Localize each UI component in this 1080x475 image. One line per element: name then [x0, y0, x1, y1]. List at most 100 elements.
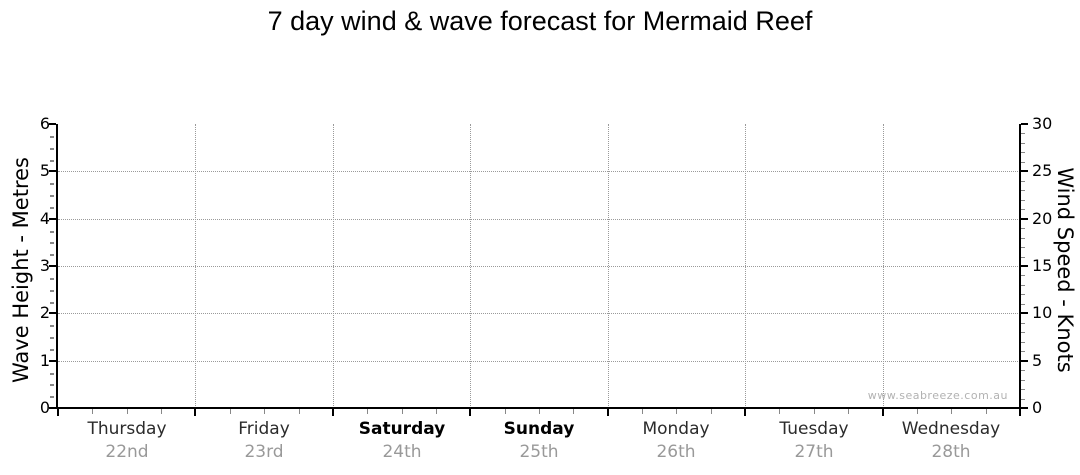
- right-minor-tick: [1021, 294, 1025, 295]
- right-tick-label: 10: [1032, 303, 1053, 322]
- left-minor-tick: [50, 195, 54, 197]
- left-tick-label: 6: [39, 114, 50, 133]
- x-minor-tick: [367, 409, 368, 414]
- right-axis-title: Wind Speed - Knots: [1053, 167, 1077, 373]
- left-minor-tick: [50, 325, 54, 327]
- day-date-label: 28th: [931, 442, 971, 462]
- right-minor-tick: [1021, 257, 1025, 258]
- left-tick-label: 0: [39, 398, 50, 417]
- x-minor-tick: [676, 409, 677, 414]
- right-major-tick: [1021, 123, 1028, 125]
- right-minor-tick: [1021, 162, 1025, 163]
- left-minor-tick: [50, 302, 54, 304]
- x-day-boundary-tick: [744, 409, 746, 416]
- x-minor-tick: [779, 409, 780, 414]
- x-minor-tick: [951, 409, 952, 414]
- left-major-tick: [49, 360, 56, 362]
- left-minor-tick: [50, 337, 54, 339]
- day-boundary-gridline: [333, 124, 334, 408]
- right-minor-tick: [1021, 389, 1025, 390]
- chart-title: 7 day wind & wave forecast for Mermaid R…: [267, 6, 813, 36]
- x-day-boundary-tick: [1019, 409, 1021, 416]
- right-tick-label: 30: [1032, 114, 1053, 133]
- right-minor-tick: [1021, 285, 1025, 286]
- left-tick-label: 5: [39, 161, 50, 180]
- left-axis-line: [56, 124, 58, 409]
- left-major-tick: [49, 312, 56, 314]
- right-minor-tick: [1021, 275, 1025, 276]
- right-tick-label: 5: [1032, 351, 1043, 370]
- right-minor-tick: [1021, 399, 1025, 400]
- day-name-label: Sunday: [503, 419, 575, 439]
- day-boundary-gridline: [745, 124, 746, 408]
- left-minor-tick: [50, 231, 54, 233]
- bottom-axis-line: [56, 407, 1021, 409]
- x-day-boundary-tick: [882, 409, 884, 416]
- left-major-tick: [49, 218, 56, 220]
- right-minor-tick: [1021, 133, 1025, 134]
- left-minor-tick: [50, 396, 54, 398]
- right-major-tick: [1021, 312, 1028, 314]
- right-major-tick: [1021, 170, 1028, 172]
- x-minor-tick: [642, 409, 643, 414]
- x-minor-tick: [264, 409, 265, 414]
- right-minor-tick: [1021, 380, 1025, 381]
- right-minor-tick: [1021, 247, 1025, 248]
- x-minor-tick: [573, 409, 574, 414]
- x-minor-tick: [539, 409, 540, 414]
- right-axis-line: [1019, 124, 1021, 409]
- right-major-tick: [1021, 407, 1028, 409]
- x-minor-tick: [986, 409, 987, 414]
- day-name-label: Friday: [238, 419, 290, 439]
- day-date-label: 22nd: [105, 442, 149, 462]
- x-day-boundary-tick: [469, 409, 471, 416]
- x-minor-tick: [436, 409, 437, 414]
- x-minor-tick: [299, 409, 300, 414]
- day-name-label: Tuesday: [779, 419, 849, 439]
- left-major-tick: [49, 170, 56, 172]
- x-day-boundary-tick: [194, 409, 196, 416]
- left-minor-tick: [50, 254, 54, 256]
- right-minor-tick: [1021, 332, 1025, 333]
- right-major-tick: [1021, 218, 1028, 220]
- left-minor-tick: [50, 207, 54, 209]
- day-name-label: Thursday: [87, 419, 167, 439]
- right-major-tick: [1021, 360, 1028, 362]
- h-gridline: [58, 219, 1020, 220]
- x-day-boundary-tick: [607, 409, 609, 416]
- left-tick-label: 1: [39, 351, 50, 370]
- left-minor-tick: [50, 136, 54, 138]
- right-minor-tick: [1021, 209, 1025, 210]
- day-boundary-gridline: [608, 124, 609, 408]
- day-date-label: 27th: [794, 442, 834, 462]
- x-minor-tick: [402, 409, 403, 414]
- left-minor-tick: [50, 349, 54, 351]
- day-date-label: 26th: [656, 442, 696, 462]
- left-tick-label: 3: [39, 256, 50, 275]
- x-minor-tick: [92, 409, 93, 414]
- left-minor-tick: [50, 183, 54, 185]
- day-date-label: 24th: [382, 442, 422, 462]
- day-date-label: 23rd: [244, 442, 284, 462]
- right-minor-tick: [1021, 304, 1025, 305]
- h-gridline: [58, 171, 1020, 172]
- x-minor-tick: [848, 409, 849, 414]
- day-name-label: Wednesday: [901, 419, 1001, 439]
- x-minor-tick: [917, 409, 918, 414]
- right-minor-tick: [1021, 342, 1025, 343]
- right-minor-tick: [1021, 181, 1025, 182]
- x-day-boundary-tick: [332, 409, 334, 416]
- day-boundary-gridline: [195, 124, 196, 408]
- day-name-label: Monday: [642, 419, 710, 439]
- left-minor-tick: [50, 148, 54, 150]
- h-gridline: [58, 361, 1020, 362]
- x-minor-tick: [711, 409, 712, 414]
- left-minor-tick: [50, 278, 54, 280]
- right-major-tick: [1021, 265, 1028, 267]
- left-minor-tick: [50, 373, 54, 375]
- h-gridline: [58, 266, 1020, 267]
- right-tick-label: 20: [1032, 209, 1053, 228]
- day-date-label: 25th: [519, 442, 559, 462]
- x-minor-tick: [127, 409, 128, 414]
